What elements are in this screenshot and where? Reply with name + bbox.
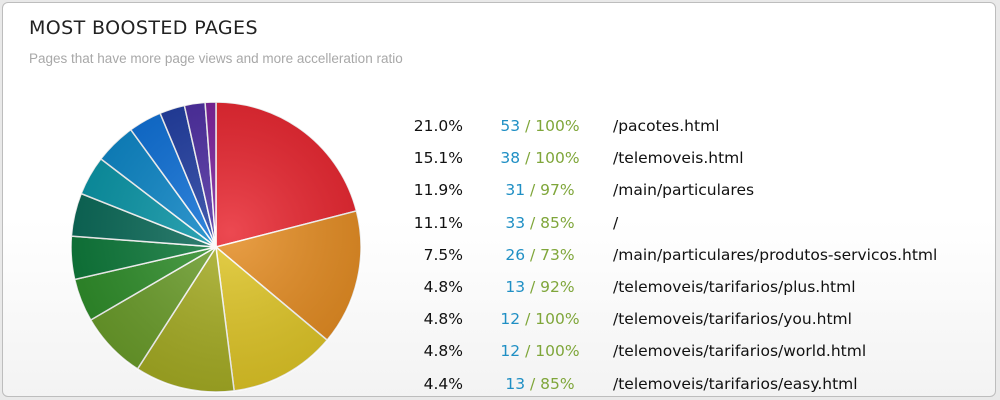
slice-percent: 4.4% <box>423 374 463 393</box>
ratio-separator: / <box>525 277 541 296</box>
legend-row[interactable]: 11.1% 33 / 85% / <box>403 214 983 246</box>
card-subtitle: Pages that have more page views and more… <box>29 51 403 66</box>
views-accel-ratio: 13 / 92% <box>485 278 595 296</box>
acceleration-ratio: 100% <box>535 117 580 135</box>
page-views: 13 <box>505 374 526 393</box>
views-accel-ratio: 26 / 73% <box>485 246 595 264</box>
page-path[interactable]: /main/particulares/produtos-servicos.htm… <box>613 245 938 264</box>
ratio-separator: / <box>520 149 536 168</box>
slice-percent: 7.5% <box>423 245 463 264</box>
views-accel-ratio: 38 / 100% <box>485 149 595 167</box>
page-views: 26 <box>505 245 526 264</box>
page-views: 12 <box>500 342 521 361</box>
views-accel-ratio: 12 / 100% <box>485 342 595 360</box>
acceleration-ratio: 97% <box>540 181 575 200</box>
page-views: 31 <box>505 181 526 200</box>
slice-percent: 4.8% <box>423 342 463 361</box>
views-accel-ratio: 53 / 100% <box>485 117 595 135</box>
ratio-separator: / <box>525 181 541 200</box>
slice-percent: 11.9% <box>413 181 463 200</box>
page-views: 33 <box>505 213 526 232</box>
ratio-separator: / <box>525 245 541 264</box>
slice-percent: 4.8% <box>423 310 463 329</box>
page-views: 13 <box>505 277 526 296</box>
acceleration-ratio: 85% <box>540 374 575 393</box>
page-path[interactable]: /main/particulares <box>613 181 755 200</box>
ratio-separator: / <box>525 213 541 232</box>
ratio-separator: / <box>520 117 536 135</box>
views-accel-ratio: 31 / 97% <box>485 181 595 199</box>
acceleration-ratio: 92% <box>540 277 575 296</box>
page-path[interactable]: /telemoveis.html <box>613 149 744 168</box>
legend-table: 21.0% 53 / 100% /pacotes.html 15.1% 38 / 100… <box>403 117 983 397</box>
views-accel-ratio: 13 / 85% <box>485 375 595 393</box>
page-views: 38 <box>500 149 521 168</box>
page-views: 53 <box>500 117 521 135</box>
ratio-separator: / <box>520 342 536 361</box>
slice-percent: 15.1% <box>413 149 463 168</box>
slice-percent: 4.8% <box>423 277 463 296</box>
page-path[interactable]: /telemoveis/tarifarios/world.html <box>613 342 867 361</box>
legend-row[interactable]: 4.4% 13 / 85% /telemoveis/tarifarios/easy.… <box>403 374 983 397</box>
legend-row[interactable]: 4.8% 12 / 100% /telemoveis/tarifarios/you.… <box>403 310 983 342</box>
page-path[interactable]: /telemoveis/tarifarios/easy.html <box>613 374 858 393</box>
page-path[interactable]: /telemoveis/tarifarios/plus.html <box>613 277 856 296</box>
legend-row[interactable]: 4.8% 13 / 92% /telemoveis/tarifarios/plus.… <box>403 278 983 310</box>
page-path[interactable]: /telemoveis/tarifarios/you.html <box>613 310 852 329</box>
ratio-separator: / <box>520 310 536 329</box>
slice-percent: 21.0% <box>413 117 463 135</box>
acceleration-ratio: 85% <box>540 213 575 232</box>
page-path[interactable]: / <box>613 213 619 232</box>
views-accel-ratio: 12 / 100% <box>485 310 595 328</box>
legend-row[interactable]: 21.0% 53 / 100% /pacotes.html <box>403 117 983 149</box>
legend-row[interactable]: 7.5% 26 / 73% /main/particulares/produtos-… <box>403 246 983 278</box>
legend-row[interactable]: 11.9% 31 / 97% /main/particulares <box>403 181 983 213</box>
views-accel-ratio: 33 / 85% <box>485 214 595 232</box>
acceleration-ratio: 100% <box>535 310 580 329</box>
page-views: 12 <box>500 310 521 329</box>
card-title: MOST BOOSTED PAGES <box>29 17 258 39</box>
legend-row[interactable]: 4.8% 12 / 100% /telemoveis/tarifarios/worl… <box>403 342 983 374</box>
legend-row[interactable]: 15.1% 38 / 100% /telemoveis.html <box>403 149 983 181</box>
acceleration-ratio: 73% <box>540 245 575 264</box>
ratio-separator: / <box>525 374 541 393</box>
pie-chart <box>70 101 362 393</box>
acceleration-ratio: 100% <box>535 149 580 168</box>
slice-percent: 11.1% <box>413 213 463 232</box>
acceleration-ratio: 100% <box>535 342 580 361</box>
page-path[interactable]: /pacotes.html <box>613 117 720 135</box>
